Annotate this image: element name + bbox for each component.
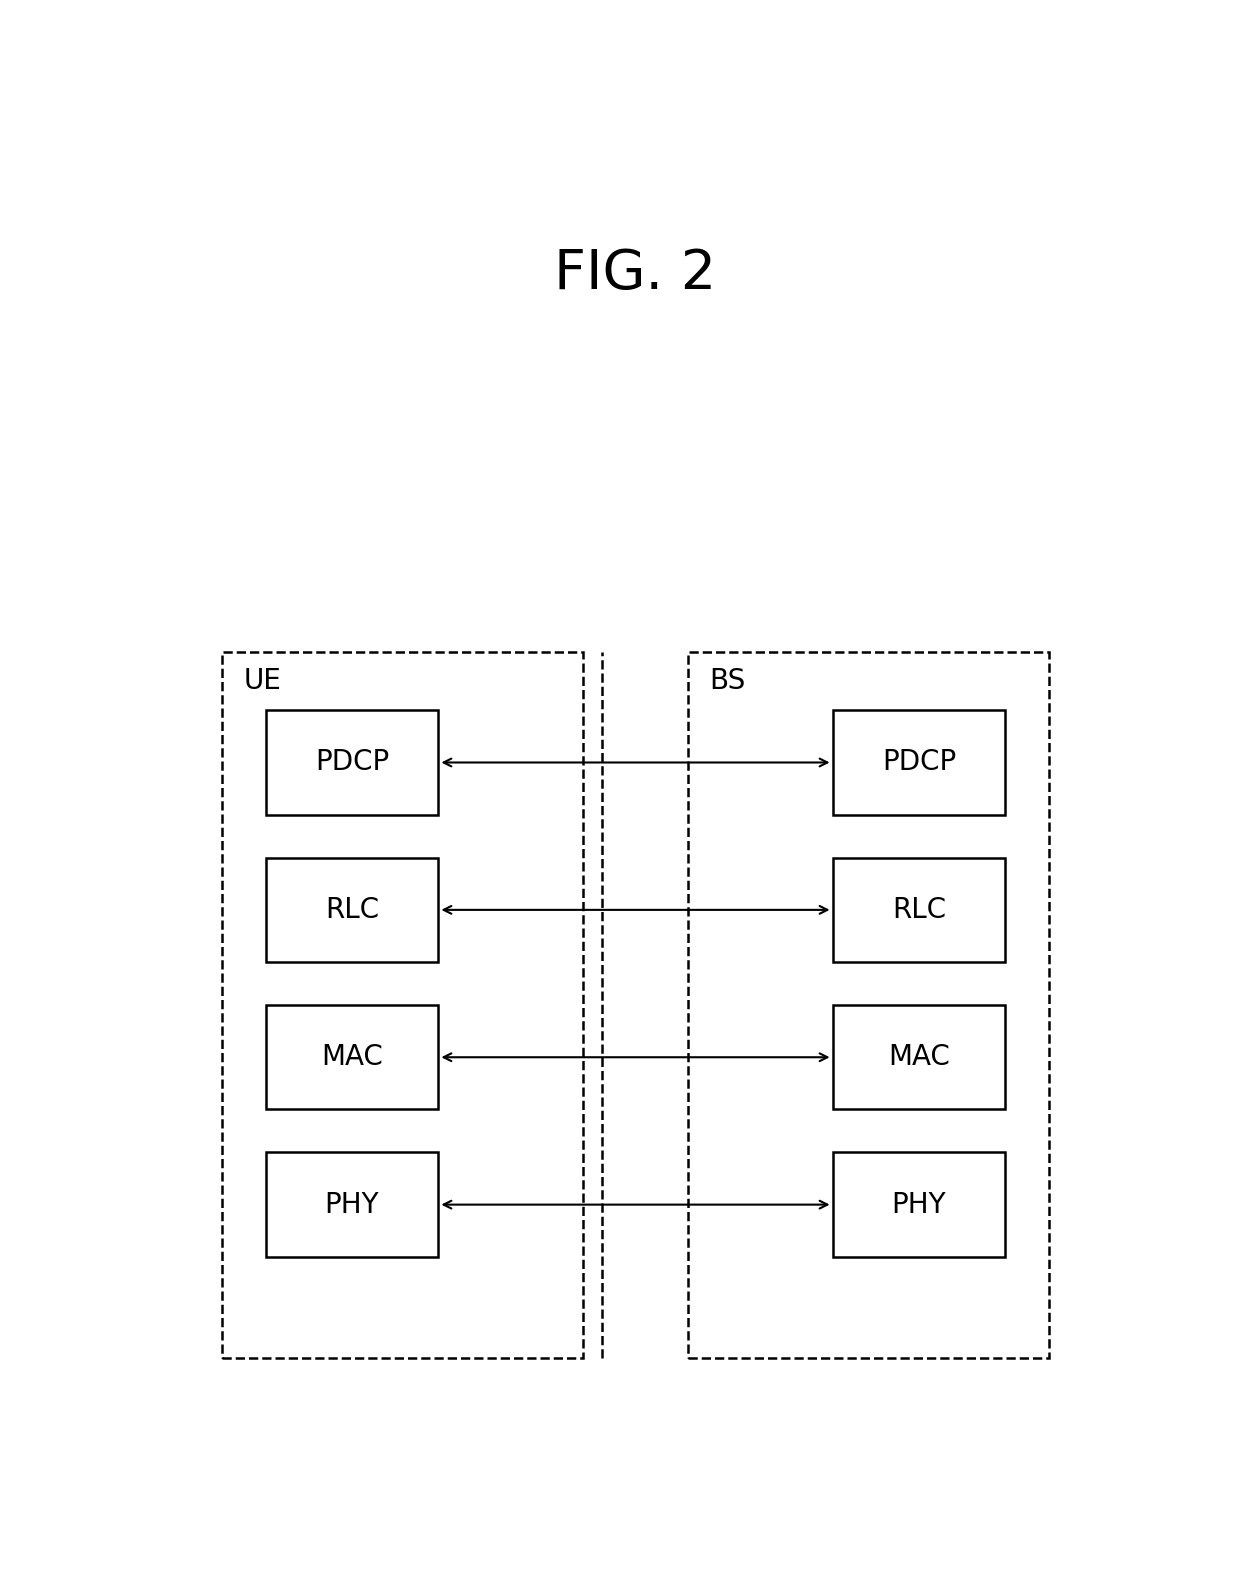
Bar bbox=[265, 1153, 439, 1257]
Text: RLC: RLC bbox=[892, 896, 946, 924]
Text: MAC: MAC bbox=[321, 1043, 383, 1072]
Text: PDCP: PDCP bbox=[315, 748, 389, 777]
Bar bbox=[265, 1005, 439, 1110]
Text: PDCP: PDCP bbox=[882, 748, 956, 777]
Bar bbox=[832, 858, 1006, 962]
Text: RLC: RLC bbox=[325, 896, 379, 924]
Text: PHY: PHY bbox=[325, 1190, 379, 1219]
Bar bbox=[832, 1153, 1006, 1257]
Bar bbox=[265, 710, 439, 815]
Bar bbox=[832, 1005, 1006, 1110]
Text: BS: BS bbox=[709, 667, 745, 695]
Text: FIG. 2: FIG. 2 bbox=[554, 247, 717, 301]
Text: UE: UE bbox=[243, 667, 281, 695]
Text: MAC: MAC bbox=[888, 1043, 950, 1072]
Bar bbox=[222, 652, 583, 1359]
Bar bbox=[688, 652, 1049, 1359]
Bar bbox=[832, 710, 1006, 815]
Bar bbox=[265, 858, 439, 962]
Text: PHY: PHY bbox=[892, 1190, 946, 1219]
